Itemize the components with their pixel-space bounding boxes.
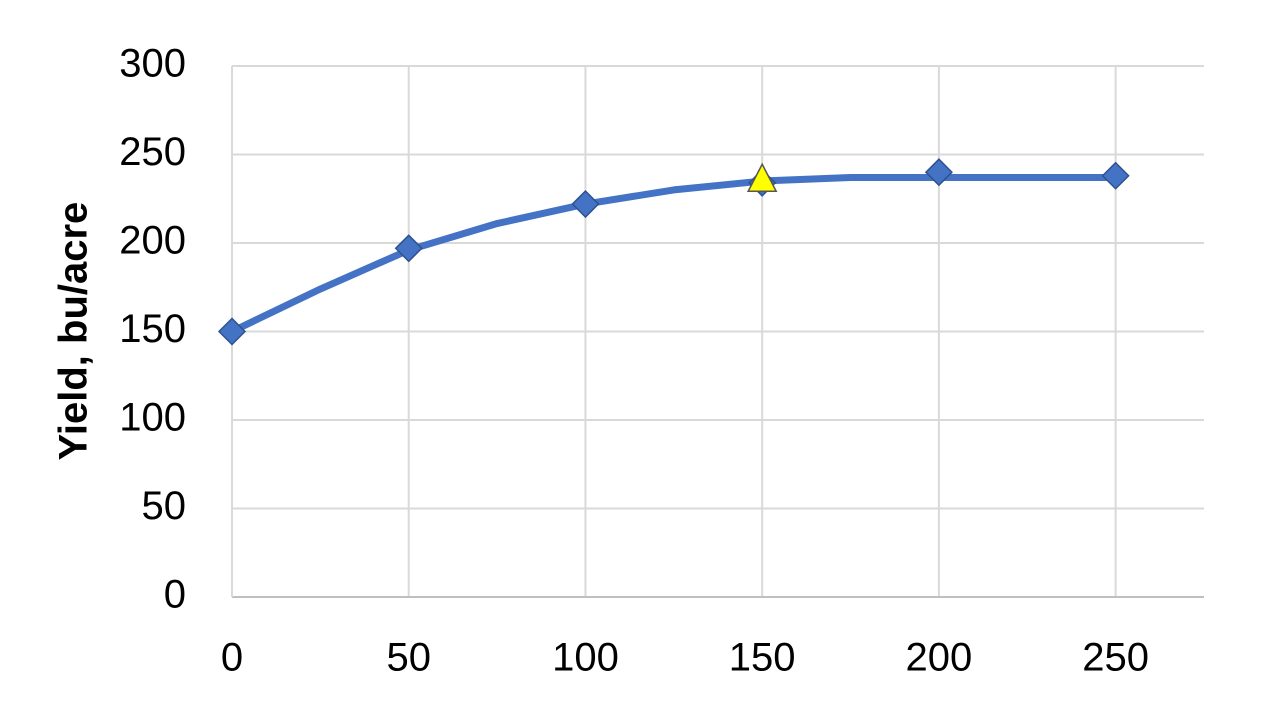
fit-line bbox=[228, 174, 1120, 335]
x-tick-label: 100 bbox=[552, 636, 619, 680]
x-tick-label: 250 bbox=[1082, 636, 1149, 680]
y-tick-label: 200 bbox=[119, 219, 186, 263]
y-tick-label: 150 bbox=[119, 307, 186, 351]
y-tick-label: 250 bbox=[119, 130, 186, 174]
x-tick-label: 200 bbox=[906, 636, 973, 680]
x-tick-label: 0 bbox=[221, 636, 243, 680]
data-point bbox=[571, 189, 600, 219]
data-point bbox=[394, 234, 423, 263]
y-tick-label: 100 bbox=[119, 396, 186, 440]
data-point bbox=[1101, 161, 1130, 190]
x-tick-label: 150 bbox=[729, 636, 796, 680]
y-tick-label: 0 bbox=[164, 573, 186, 617]
data-point bbox=[924, 158, 953, 187]
data-point bbox=[746, 162, 778, 193]
y-axis-title: Yield, bu/acre bbox=[52, 202, 96, 461]
x-tick-label: 50 bbox=[386, 636, 431, 680]
data-point bbox=[217, 317, 247, 346]
y-tick-label: 50 bbox=[142, 484, 187, 528]
y-tick-label: 300 bbox=[119, 42, 186, 86]
